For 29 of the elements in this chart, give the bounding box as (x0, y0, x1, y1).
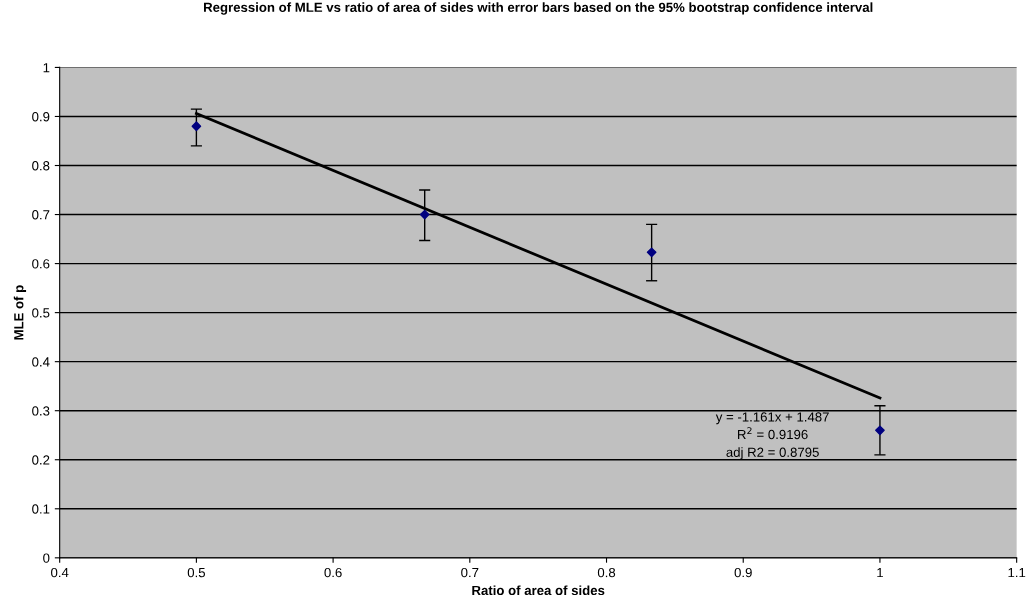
y-axis-title: MLE of p (13, 285, 27, 340)
point (646, 247, 657, 258)
x-tick-label: 0.7 (461, 567, 479, 578)
x-tick-label: 0.9 (734, 567, 752, 578)
point (419, 209, 430, 220)
x-tick-label: 0.6 (324, 567, 342, 578)
y-tick-label: 0.6 (32, 259, 50, 269)
chart-title: Regression of MLE vs ratio of area of sides with error bars based on the 95% bootstrap confidence interval (204, 2, 873, 15)
y-tick-label: 0.9 (32, 112, 50, 122)
x-tick-label: 1 (877, 568, 883, 578)
y-tick-label: 0.5 (32, 308, 50, 318)
annotation: R$^{2}$ = 0.9196 (738, 427, 808, 440)
y-tick-label: 0.2 (32, 455, 50, 465)
x-tick-label: 1.1 (1008, 568, 1026, 578)
annotation: y = -1.161x + 1.487 (715, 412, 829, 425)
y-tick-label: 0.7 (32, 210, 50, 220)
x-tick-label: 0.8 (597, 567, 616, 578)
y-tick-label: 0.4 (32, 357, 50, 367)
annotation: adj R2 = 0.8795 (726, 447, 819, 460)
y-tick-label: 0.1 (32, 504, 50, 514)
x-axis-title: Ratio of area of sides (472, 585, 605, 596)
y-tick-label: 1 (43, 63, 50, 73)
x-tick-label: 0.5 (187, 567, 206, 578)
point (191, 121, 202, 132)
y-tick-label: 0 (43, 553, 50, 563)
y-tick-label: 0.8 (32, 161, 50, 171)
x-tick-label: 0.4 (51, 567, 69, 578)
y-tick-label: 0.3 (32, 406, 50, 416)
point (875, 425, 885, 436)
